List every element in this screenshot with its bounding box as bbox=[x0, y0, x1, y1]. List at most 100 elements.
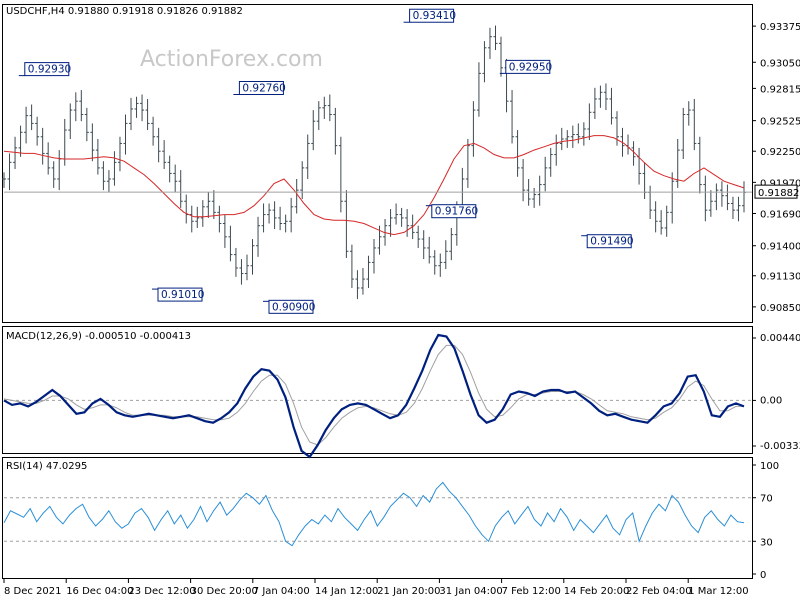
ohlc-bar bbox=[482, 41, 487, 83]
callout-label: 0.92950 bbox=[509, 61, 552, 73]
ohlc-bar bbox=[278, 206, 283, 231]
ohlc-bar bbox=[355, 270, 360, 300]
ohlc-bar bbox=[51, 161, 56, 188]
price-tick-label: 0.93375 bbox=[760, 22, 800, 33]
ohlc-bar bbox=[708, 190, 713, 217]
ohlc-bar bbox=[548, 147, 553, 177]
ohlc-bar bbox=[7, 153, 12, 191]
ohlc-bar bbox=[18, 125, 23, 157]
ohlc-bar bbox=[626, 134, 631, 155]
ohlc-bar bbox=[349, 244, 354, 288]
price-panel-header: USDCHF,H4 0.91880 0.91918 0.91826 0.9188… bbox=[6, 6, 243, 17]
callout-label: 0.92760 bbox=[242, 83, 285, 95]
ohlc-bar bbox=[537, 175, 542, 206]
ohlc-bar bbox=[233, 247, 238, 277]
price-callout: 0.90900 bbox=[263, 299, 315, 314]
moving-average-line bbox=[3, 135, 745, 236]
ohlc-bar bbox=[338, 136, 343, 213]
ohlc-bar bbox=[360, 267, 365, 295]
ohlc-bar bbox=[294, 179, 299, 214]
ohlc-bar bbox=[603, 83, 608, 111]
ohlc-bar bbox=[200, 200, 205, 227]
ohlc-bar bbox=[565, 130, 570, 148]
ohlc-bar bbox=[322, 96, 327, 119]
price-tick-label: 0.91400 bbox=[760, 242, 800, 253]
ohlc-bar bbox=[493, 25, 498, 51]
ohlc-bar bbox=[145, 98, 150, 131]
rsi-panel-frame bbox=[2, 457, 753, 579]
ohlc-bar bbox=[686, 101, 691, 126]
ohlc-bar bbox=[388, 209, 393, 237]
rsi-panel-header: RSI(14) 47.0295 bbox=[6, 461, 87, 472]
ohlc-bar bbox=[250, 239, 255, 275]
ohlc-bar bbox=[471, 101, 476, 157]
callout-label: 0.91010 bbox=[161, 289, 204, 301]
price-tick-label: 0.92250 bbox=[760, 147, 800, 158]
ohlc-bar bbox=[659, 210, 664, 235]
time-tick-label: 23 Dec 12:00 bbox=[128, 586, 195, 597]
ohlc-bar bbox=[211, 190, 216, 220]
ohlc-bar bbox=[222, 214, 227, 248]
ohlc-bar bbox=[681, 107, 686, 159]
ohlc-bar bbox=[438, 253, 443, 277]
price-tick-label: 0.92815 bbox=[760, 84, 800, 95]
ohlc-bar bbox=[167, 155, 172, 183]
price-callout: 0.91760 bbox=[425, 204, 478, 219]
ohlc-bar bbox=[256, 216, 261, 257]
time-tick-label: 16 Dec 04:00 bbox=[66, 586, 133, 597]
callout-label: 0.90900 bbox=[272, 301, 315, 313]
ohlc-bar bbox=[719, 181, 724, 207]
macd-signal-line bbox=[3, 344, 744, 446]
ohlc-bar bbox=[305, 134, 310, 180]
price-callout: 0.91490 bbox=[581, 234, 634, 249]
ohlc-bar bbox=[664, 205, 669, 237]
ohlc-bar bbox=[653, 201, 658, 233]
macd-panel-frame bbox=[2, 326, 753, 454]
ohlc-bar bbox=[29, 104, 34, 131]
macd-tick-label: 0.004403 bbox=[760, 333, 800, 344]
ohlc-bar bbox=[598, 85, 603, 108]
ohlc-bar bbox=[283, 214, 288, 233]
ohlc-bar bbox=[543, 156, 548, 192]
price-callout: 0.92950 bbox=[499, 59, 552, 74]
price-callout: 0.92760 bbox=[233, 81, 286, 96]
ohlc-bar bbox=[178, 170, 183, 208]
ohlc-bar bbox=[228, 225, 233, 262]
price-tick-label: 0.93050 bbox=[760, 58, 800, 69]
ohlc-bar bbox=[95, 138, 100, 175]
rsi-tick-label: 30 bbox=[760, 537, 773, 548]
price-layer: 0.92930 0.92760 0.91010 0.90900 0.93410 0.917… bbox=[2, 8, 752, 314]
ohlc-bar bbox=[316, 101, 321, 131]
ohlc-bar bbox=[725, 184, 730, 211]
rsi-tick-label: 70 bbox=[760, 494, 773, 505]
ohlc-bar bbox=[195, 206, 200, 228]
rsi-layer bbox=[3, 481, 752, 547]
ohlc-bar bbox=[344, 190, 349, 258]
ohlc-bar bbox=[372, 239, 376, 274]
ohlc-bar bbox=[449, 227, 454, 261]
ohlc-bar bbox=[416, 225, 421, 248]
ohlc-bar bbox=[703, 175, 708, 222]
rsi-tick-label: 0 bbox=[760, 570, 766, 581]
ohlc-bar bbox=[487, 27, 492, 59]
ohlc-bar bbox=[184, 194, 189, 224]
last-price-tag bbox=[754, 184, 798, 199]
ohlc-bar bbox=[631, 141, 636, 166]
ohlc-bar bbox=[730, 196, 735, 220]
ohlc-bar bbox=[300, 161, 305, 200]
ohlc-bar bbox=[742, 181, 746, 213]
ohlc-bar bbox=[405, 209, 410, 237]
ohlc-bar bbox=[609, 87, 614, 125]
macd-tick-label: 0.00 bbox=[760, 395, 782, 406]
ohlc-bar bbox=[570, 125, 575, 148]
ohlc-bar bbox=[134, 96, 139, 118]
ohlc-bar bbox=[35, 116, 40, 146]
ohlc-bar bbox=[394, 203, 399, 225]
ohlc-bar bbox=[140, 94, 145, 122]
time-tick-label: 14 Jan 12:00 bbox=[315, 586, 378, 597]
macd-panel-header: MACD(12,26,9) -0.000510 -0.000413 bbox=[6, 331, 191, 342]
ohlc-bar bbox=[714, 183, 719, 211]
ohlc-bar bbox=[697, 136, 702, 194]
watermark-text: ActionForex.com bbox=[140, 47, 323, 72]
ohlc-bar bbox=[46, 142, 51, 175]
